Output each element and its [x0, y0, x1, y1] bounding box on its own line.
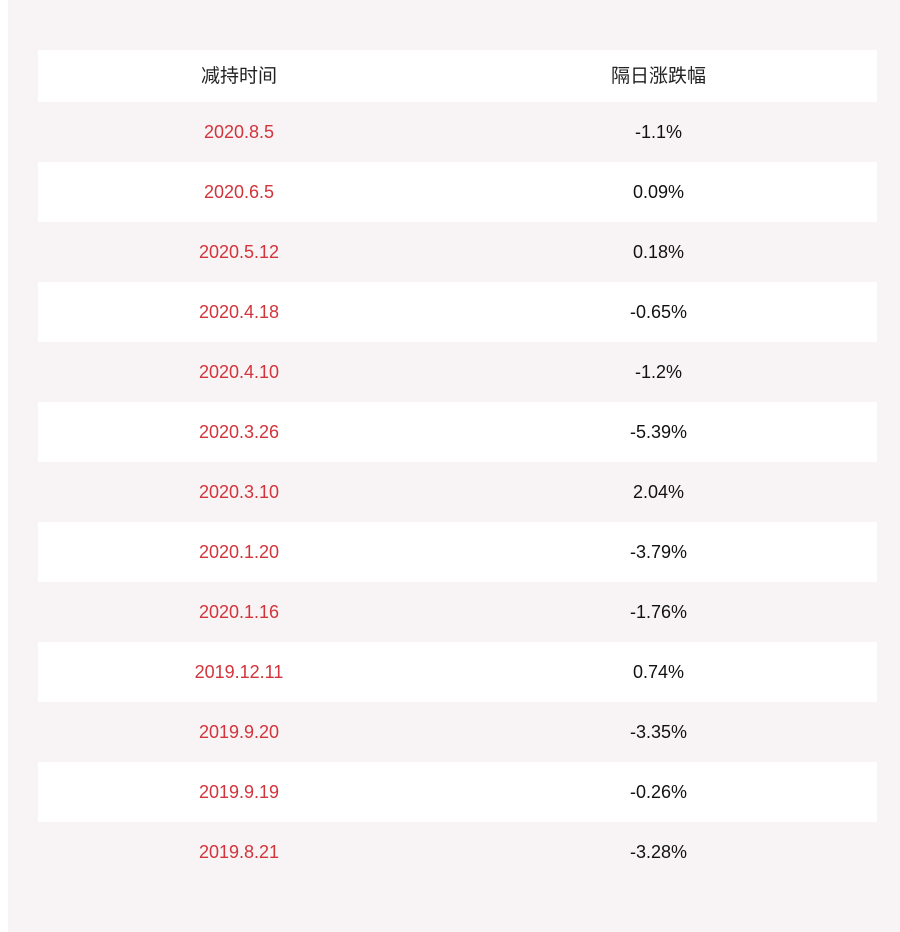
table-row: 2020.4.10 -1.2%: [38, 342, 877, 402]
date-cell: 2019.9.20: [198, 722, 280, 742]
table-row: 2019.12.11 0.74%: [38, 642, 877, 702]
date-cell: 2020.1.20: [198, 542, 280, 562]
change-cell: -3.79%: [629, 542, 688, 562]
change-cell: -1.1%: [634, 122, 683, 142]
header-next-day-change: 隔日涨跌幅: [610, 65, 706, 87]
table-row: 2020.6.5 0.09%: [38, 162, 877, 222]
change-cell: -3.35%: [629, 722, 688, 742]
change-cell: -0.65%: [629, 302, 688, 322]
table-panel: 减持时间 隔日涨跌幅 2020.8.5 -1.1% 2020.6.5 0.09%…: [8, 0, 900, 932]
change-cell: 0.74%: [632, 662, 685, 682]
date-cell: 2020.4.18: [198, 302, 280, 322]
date-cell: 2020.3.10: [198, 482, 280, 502]
table-row: 2020.3.10 2.04%: [38, 462, 877, 522]
change-cell: -3.28%: [629, 842, 688, 862]
header-reduction-time: 减持时间: [200, 65, 277, 87]
date-cell: 2019.12.11: [194, 662, 284, 682]
table-row: 2020.5.12 0.18%: [38, 222, 877, 282]
date-cell: 2019.9.19: [198, 782, 280, 802]
change-cell: 2.04%: [632, 482, 685, 502]
change-cell: -5.39%: [629, 422, 688, 442]
table-row: 2020.8.5 -1.1%: [38, 102, 877, 162]
date-cell: 2020.4.10: [198, 362, 280, 382]
table-row: 2020.1.20 -3.79%: [38, 522, 877, 582]
table-row: 2019.8.21 -3.28%: [38, 822, 877, 882]
date-cell: 2020.3.26: [198, 422, 280, 442]
date-cell: 2019.8.21: [198, 842, 280, 862]
table-row: 2019.9.19 -0.26%: [38, 762, 877, 822]
date-cell: 2020.8.5: [203, 122, 275, 142]
date-cell: 2020.6.5: [203, 182, 275, 202]
table-row: 2019.9.20 -3.35%: [38, 702, 877, 762]
date-cell: 2020.5.12: [198, 242, 280, 262]
table-row: 2020.1.16 -1.76%: [38, 582, 877, 642]
change-cell: -0.26%: [629, 782, 688, 802]
table-header-row: 减持时间 隔日涨跌幅: [38, 50, 877, 102]
change-cell: 0.18%: [632, 242, 685, 262]
reduction-table: 减持时间 隔日涨跌幅 2020.8.5 -1.1% 2020.6.5 0.09%…: [38, 50, 877, 882]
table-row: 2020.4.18 -0.65%: [38, 282, 877, 342]
change-cell: -1.2%: [634, 362, 683, 382]
table-row: 2020.3.26 -5.39%: [38, 402, 877, 462]
change-cell: -1.76%: [629, 602, 688, 622]
change-cell: 0.09%: [632, 182, 685, 202]
date-cell: 2020.1.16: [198, 602, 280, 622]
